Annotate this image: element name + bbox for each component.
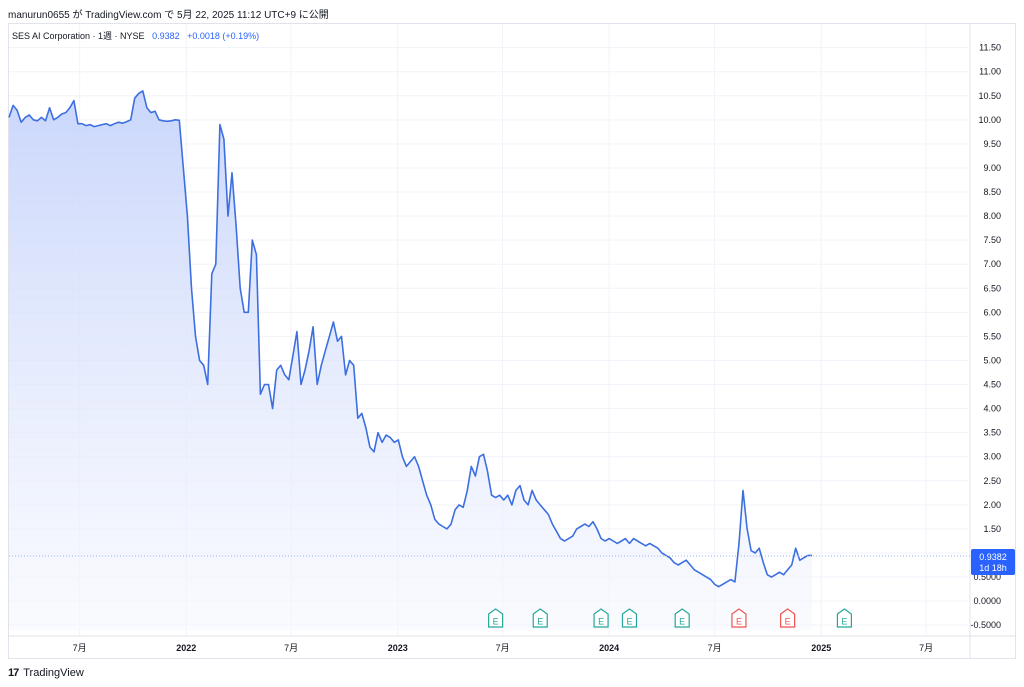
last-price-badge [971, 548, 1015, 575]
earnings-marker[interactable]: E [621, 608, 638, 628]
earnings-marker[interactable]: E [593, 608, 609, 628]
y-tick-label: 8.50 [983, 187, 1001, 197]
y-tick-label: 5.00 [983, 355, 1001, 365]
x-tick-label: 2024 [599, 643, 619, 653]
y-tick-label: 10.50 [978, 91, 1001, 101]
last-price-value: 0.9382 [979, 552, 1007, 562]
y-tick-label: 4.50 [983, 380, 1001, 390]
earnings-marker-label: E [679, 617, 685, 627]
x-tick-label: 2022 [176, 643, 196, 653]
bar-countdown: 1d 18h [979, 563, 1007, 573]
y-tick-label: 8.00 [983, 211, 1001, 221]
price-line [8, 90, 812, 588]
published-by-line: manurun0655 が TradingView.com で 5月 22, 2… [8, 10, 329, 21]
earnings-marker-label: E [841, 617, 847, 627]
y-tick-label: 11.50 [979, 43, 1001, 53]
earnings-marker[interactable]: E [731, 608, 747, 628]
y-tick-label: 9.50 [983, 139, 1001, 149]
earnings-marker-label: E [537, 617, 543, 627]
earnings-marker-label: E [626, 617, 632, 627]
y-tick-label: 0.5000 [973, 572, 1001, 582]
earnings-marker-label: E [736, 617, 742, 627]
tradingview-logo-icon: 17 [8, 667, 19, 679]
price-area-fill [9, 90, 812, 630]
y-tick-label: -0.5000 [970, 620, 1001, 630]
y-tick-label: 1.50 [983, 524, 1001, 534]
y-tick-label: 7.00 [983, 259, 1001, 269]
x-tick-label: 7月 [284, 643, 298, 653]
legend-change: +0.0018 (+0.19%) [187, 31, 260, 41]
earnings-marker[interactable]: E [674, 608, 690, 628]
earnings-marker[interactable]: E [836, 608, 852, 628]
y-tick-label: 7.50 [983, 235, 1001, 245]
earnings-marker[interactable]: E [532, 608, 548, 628]
y-tick-label: 6.00 [983, 307, 1001, 317]
x-tick-label: 2025 [811, 643, 831, 653]
y-tick-label: 5.50 [983, 331, 1001, 341]
y-tick-label: 9.00 [983, 163, 1001, 173]
y-tick-label: 0.0000 [973, 596, 1001, 606]
y-tick-label: 3.50 [983, 428, 1001, 438]
y-tick-label: 4.00 [983, 404, 1001, 414]
legend-price: 0.9382 [152, 31, 180, 41]
earnings-marker-label: E [598, 617, 604, 627]
y-tick-label: 10.00 [978, 115, 1001, 125]
x-tick-label: 7月 [708, 643, 722, 653]
y-tick-label: 2.50 [983, 476, 1001, 486]
y-tick-label: 6.50 [983, 283, 1001, 293]
y-tick-label: 11.00 [979, 67, 1001, 77]
tradingview-brand: TradingView [23, 667, 84, 679]
x-tick-label: 2023 [388, 643, 408, 653]
earnings-marker[interactable]: E [780, 608, 796, 628]
earnings-marker-label: E [493, 617, 499, 627]
y-tick-label: 2.00 [983, 500, 1001, 510]
earnings-marker-label: E [785, 617, 791, 627]
earnings-marker[interactable]: E [488, 608, 504, 628]
symbol-title: SES AI Corporation · 1週 · NYSE [12, 31, 145, 41]
tradingview-footer: 17 TradingView [8, 666, 84, 680]
x-tick-label: 7月 [496, 643, 510, 653]
symbol-legend: SES AI Corporation · 1週 · NYSE 0.9382 +0… [12, 29, 259, 42]
x-tick-label: 7月 [919, 643, 933, 653]
y-tick-label: 3.00 [983, 452, 1001, 462]
x-tick-label: 7月 [73, 643, 87, 653]
